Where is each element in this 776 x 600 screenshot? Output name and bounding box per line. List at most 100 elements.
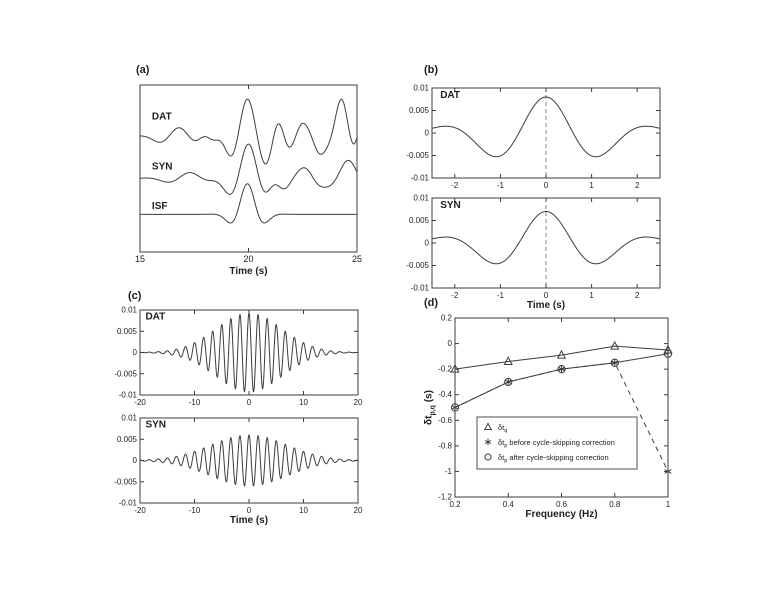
y-tick-label: 0.005: [409, 106, 430, 115]
y-tick-label: 0: [133, 456, 138, 465]
x-tick-label: 1: [589, 181, 594, 190]
triangle-marker: [483, 422, 493, 431]
xaxis-label-d: Frequency (Hz): [525, 509, 598, 520]
trace-label-dat: DAT: [152, 112, 172, 123]
legend-box: [476, 416, 638, 470]
triangle-marker: [556, 349, 567, 359]
trace-label-syn: SYN: [145, 419, 166, 430]
x-tick-label: -1: [497, 181, 505, 190]
y-tick-label: -0.005: [114, 477, 137, 486]
yaxis-label-d-sub: p,q: [429, 405, 437, 416]
y-tick-label: -0.01: [411, 174, 430, 183]
axis-ticks: 0.2 0.4 0.6 0.8 1 0.2 0 -0.2 -0.4 -0.6 -0.8 -1 -1.2: [438, 314, 671, 510]
series-SYN: [140, 143, 357, 195]
waveform-trace: [140, 143, 357, 195]
axis-ticks: -2 -1 0 1 2 0.01 0.005 0 -0.005 -0.01: [406, 84, 660, 190]
triangle-marker: [610, 340, 620, 350]
waveform-trace: [140, 98, 357, 165]
axis-ticks: -20 -10 0 10 20 0.01 0.005 0 -0.005 -0.01: [114, 306, 363, 408]
y-tick-label: 0.005: [117, 327, 138, 336]
waveform-trace: [432, 96, 660, 158]
plot-frame: [454, 317, 669, 498]
y-tick-label: -0.2: [438, 365, 452, 374]
trace-label-isf: ISF: [152, 201, 168, 212]
x-tick-label: -2: [451, 291, 459, 300]
y-tick-label: 0.2: [441, 314, 453, 323]
yaxis-label-d-rest: (s): [423, 390, 435, 406]
x-tick-label: -10: [189, 398, 201, 407]
xaxis-label-a: Time (s): [229, 266, 268, 277]
x-tick-label: 20: [243, 254, 253, 264]
x-tick-label: 10: [299, 506, 308, 515]
plot-frame: [139, 84, 358, 253]
series-line: [454, 345, 669, 370]
x-tick-label: 2: [635, 181, 640, 190]
x-tick-label: -1: [497, 291, 505, 300]
y-tick-label: 0: [425, 239, 430, 248]
y-tick-label: -0.005: [114, 369, 137, 378]
y-tick-label: -0.005: [406, 261, 429, 270]
plot-frame: [139, 417, 359, 504]
x-tick-label: 20: [354, 398, 363, 407]
axis-ticks: -2 -1 0 1 2 0.01 0.005 0 -0.005 -0.01: [406, 194, 660, 300]
axis-ticks: 15 20 25: [135, 85, 362, 264]
panel-label-b: (b): [424, 64, 439, 76]
y-tick-label: 0.005: [409, 216, 430, 225]
legend-entry-label: δtq: [498, 423, 507, 434]
circle-marker: [610, 358, 619, 367]
trace-label-dat: DAT: [440, 90, 460, 101]
asterisk-marker: [484, 438, 492, 446]
legend-entry-label: δtp before cycle-skipping correction: [498, 438, 615, 449]
x-tick-label: 1: [666, 500, 671, 509]
circle-marker: [484, 453, 492, 461]
y-tick-label: -1.2: [438, 493, 452, 502]
x-tick-label: 0.8: [609, 500, 621, 509]
waveform-trace: [140, 434, 358, 487]
y-tick-label: -0.01: [119, 391, 138, 400]
panel-b2: -2 -1 0 1 2 0.01 0.005 0 -0.005 -0.01 SYN: [406, 194, 661, 300]
x-tick-label: 1: [589, 291, 594, 300]
y-tick-label: -0.4: [438, 390, 452, 399]
legend-entry-label: δtp after cycle-skipping correction: [498, 453, 609, 464]
trace-label-syn: SYN: [152, 162, 173, 173]
yaxis-label-d: δtp,q (s): [424, 371, 437, 445]
series-SYN: [432, 211, 660, 265]
x-tick-label: 10: [299, 398, 308, 407]
panel-c2: -20 -10 0 10 20 0.01 0.005 0 -0.005 -0.01 SYN: [114, 414, 363, 516]
plot-frame: [139, 309, 359, 396]
x-tick-label: 0: [544, 181, 549, 190]
panel-d: 0.2 0.4 0.6 0.8 1 0.2 0 -0.2 -0.4 -0.6 -0.8 -1 -1.2 δ…: [438, 314, 673, 510]
y-tick-label: -0.6: [438, 416, 452, 425]
panel-c1: -20 -10 0 10 20 0.01 0.005 0 -0.005 -0.01 DAT: [114, 306, 363, 408]
x-tick-label: 0.2: [449, 500, 461, 509]
x-tick-label: 0.4: [503, 500, 515, 509]
x-tick-label: -20: [134, 398, 146, 407]
series-ISF: [140, 183, 357, 224]
panel-label-c: (c): [128, 290, 142, 302]
x-tick-label: 0: [247, 506, 252, 515]
waveform-trace: [432, 211, 660, 265]
y-tick-label: -0.8: [438, 441, 452, 450]
trace-label-syn: SYN: [440, 200, 461, 211]
x-tick-label: 2: [635, 291, 640, 300]
x-tick-label: 25: [352, 254, 362, 264]
trace-label-dat: DAT: [145, 311, 165, 322]
circle-marker: [557, 365, 566, 374]
x-tick-label: 0: [247, 398, 252, 407]
y-tick-label: 0: [448, 339, 453, 348]
series-DAT: [140, 311, 358, 393]
y-tick-label: 0.01: [413, 194, 429, 203]
panel-b1: -2 -1 0 1 2 0.01 0.005 0 -0.005 -0.01 DAT: [406, 84, 661, 190]
y-tick-label: 0.01: [121, 306, 137, 315]
waveform-trace: [140, 311, 358, 393]
xaxis-label-c: Time (s): [229, 515, 269, 526]
series-dt_p_after_cycle_skip_correction: [450, 349, 673, 412]
y-tick-label: -0.005: [406, 151, 429, 160]
series-line: [454, 353, 669, 408]
x-tick-label: 15: [135, 254, 145, 264]
y-tick-label: 0: [425, 129, 430, 138]
y-tick-label: -1: [445, 467, 453, 476]
legend: δtq δtp before cycle-skipping correction δ…: [476, 416, 638, 470]
